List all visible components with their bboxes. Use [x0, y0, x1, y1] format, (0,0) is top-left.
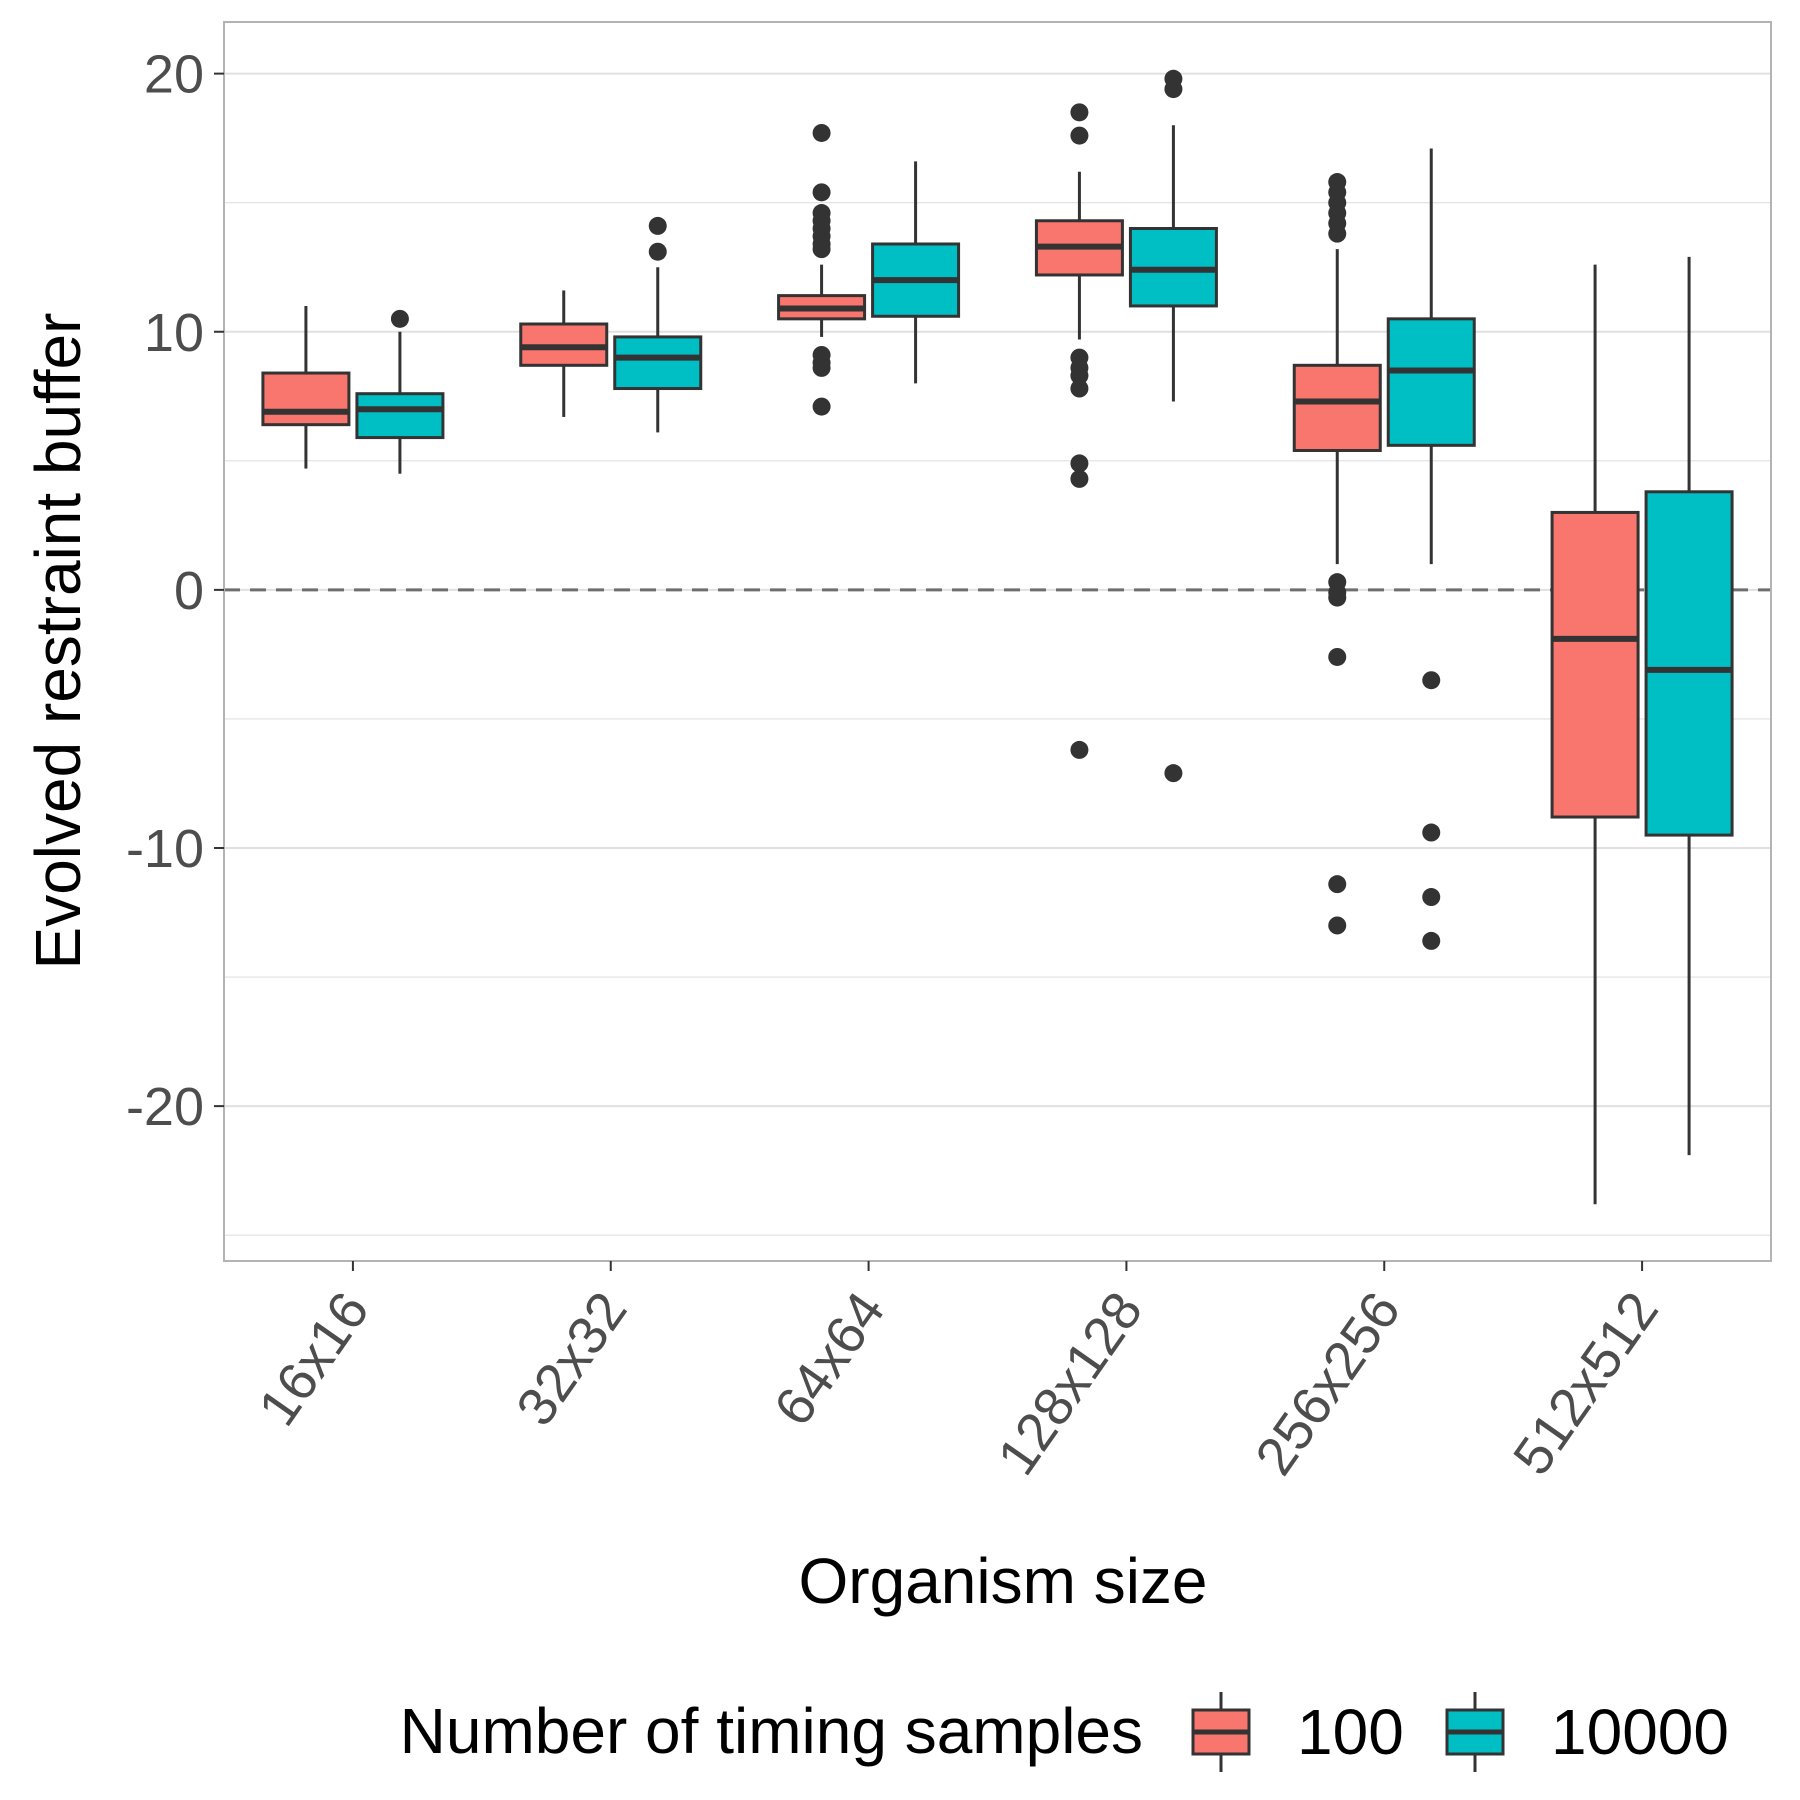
iqr-box	[1644, 490, 1734, 837]
legend-label: 10000	[1551, 1696, 1729, 1768]
outlier-point	[812, 358, 831, 377]
outlier-point	[1422, 671, 1441, 690]
iqr-box	[1550, 510, 1640, 819]
y-tick-label: 10	[144, 303, 204, 363]
boxes-layer	[261, 69, 1734, 1205]
y-tick-label: 20	[144, 45, 204, 105]
box-group	[1292, 173, 1382, 935]
outlier-point	[812, 397, 831, 416]
x-tick-label: 256x256	[1244, 1281, 1412, 1485]
outlier-point	[1328, 875, 1347, 894]
x-tick-label: 64x64	[763, 1281, 897, 1436]
iqr-box	[261, 371, 351, 427]
outlier-point	[648, 216, 667, 235]
outlier-point	[1422, 931, 1441, 950]
plot-background	[224, 22, 1771, 1261]
y-tick-label: -20	[126, 1077, 204, 1137]
iqr-box	[1292, 363, 1382, 452]
outlier-point	[1328, 916, 1347, 935]
legend-keys: 100 10000	[1191, 1692, 1729, 1772]
outlier-point	[1070, 379, 1089, 398]
iqr-box	[355, 392, 445, 440]
outlier-point	[1422, 888, 1441, 907]
outlier-point	[1164, 80, 1183, 99]
outlier-point	[812, 183, 831, 202]
plot-border	[223, 21, 1772, 1262]
box-group	[1128, 69, 1218, 783]
box-group	[871, 161, 961, 384]
box-group	[261, 305, 351, 469]
legend-key-100: 100	[1191, 1692, 1404, 1772]
x-axis-ticks: 16x16 32x32 64x64 128x128 256x256 512x512	[247, 1261, 1670, 1486]
outlier-point	[1328, 224, 1347, 243]
y-tick-label: -10	[126, 819, 204, 879]
outlier-point	[1070, 366, 1089, 385]
box-group	[613, 216, 703, 433]
outlier-point	[1422, 823, 1441, 842]
box-group	[1644, 256, 1734, 1156]
x-tick-label: 128x128	[986, 1281, 1154, 1485]
x-tick-label: 32x32	[505, 1281, 639, 1436]
legend-label: 100	[1297, 1696, 1404, 1768]
outlier-point	[1164, 764, 1183, 783]
legend: Number of timing samples 100 10000	[400, 1692, 1729, 1772]
iqr-box	[613, 335, 703, 391]
outlier-point	[812, 123, 831, 142]
outlier-point	[1070, 103, 1089, 122]
box-group	[1386, 148, 1476, 950]
outlier-point	[1328, 588, 1347, 607]
y-axis-ticks: -20 -10 0 10 20	[126, 45, 224, 1137]
box-group	[355, 309, 445, 474]
x-axis-title: Organism size	[799, 1545, 1208, 1617]
box-group	[1550, 264, 1640, 1205]
y-axis-title: Evolved restraint buffer	[22, 313, 94, 970]
box-group	[777, 123, 867, 416]
outlier-point	[648, 242, 667, 261]
grid-lines	[224, 72, 1771, 1236]
outlier-point	[1070, 469, 1089, 488]
outlier-point	[1070, 740, 1089, 759]
outlier-point	[1070, 126, 1089, 145]
legend-key-10000: 10000	[1445, 1692, 1729, 1772]
outlier-point	[1070, 454, 1089, 473]
outlier-point	[1328, 647, 1347, 666]
legend-title: Number of timing samples	[400, 1695, 1143, 1767]
box-group	[1034, 103, 1124, 759]
outlier-point	[812, 240, 831, 259]
y-tick-label: 0	[174, 561, 204, 621]
box-group	[519, 290, 609, 417]
iqr-box	[1386, 317, 1476, 447]
outlier-point	[390, 309, 409, 328]
x-tick-label: 16x16	[247, 1281, 381, 1436]
x-tick-label: 512x512	[1502, 1281, 1670, 1485]
